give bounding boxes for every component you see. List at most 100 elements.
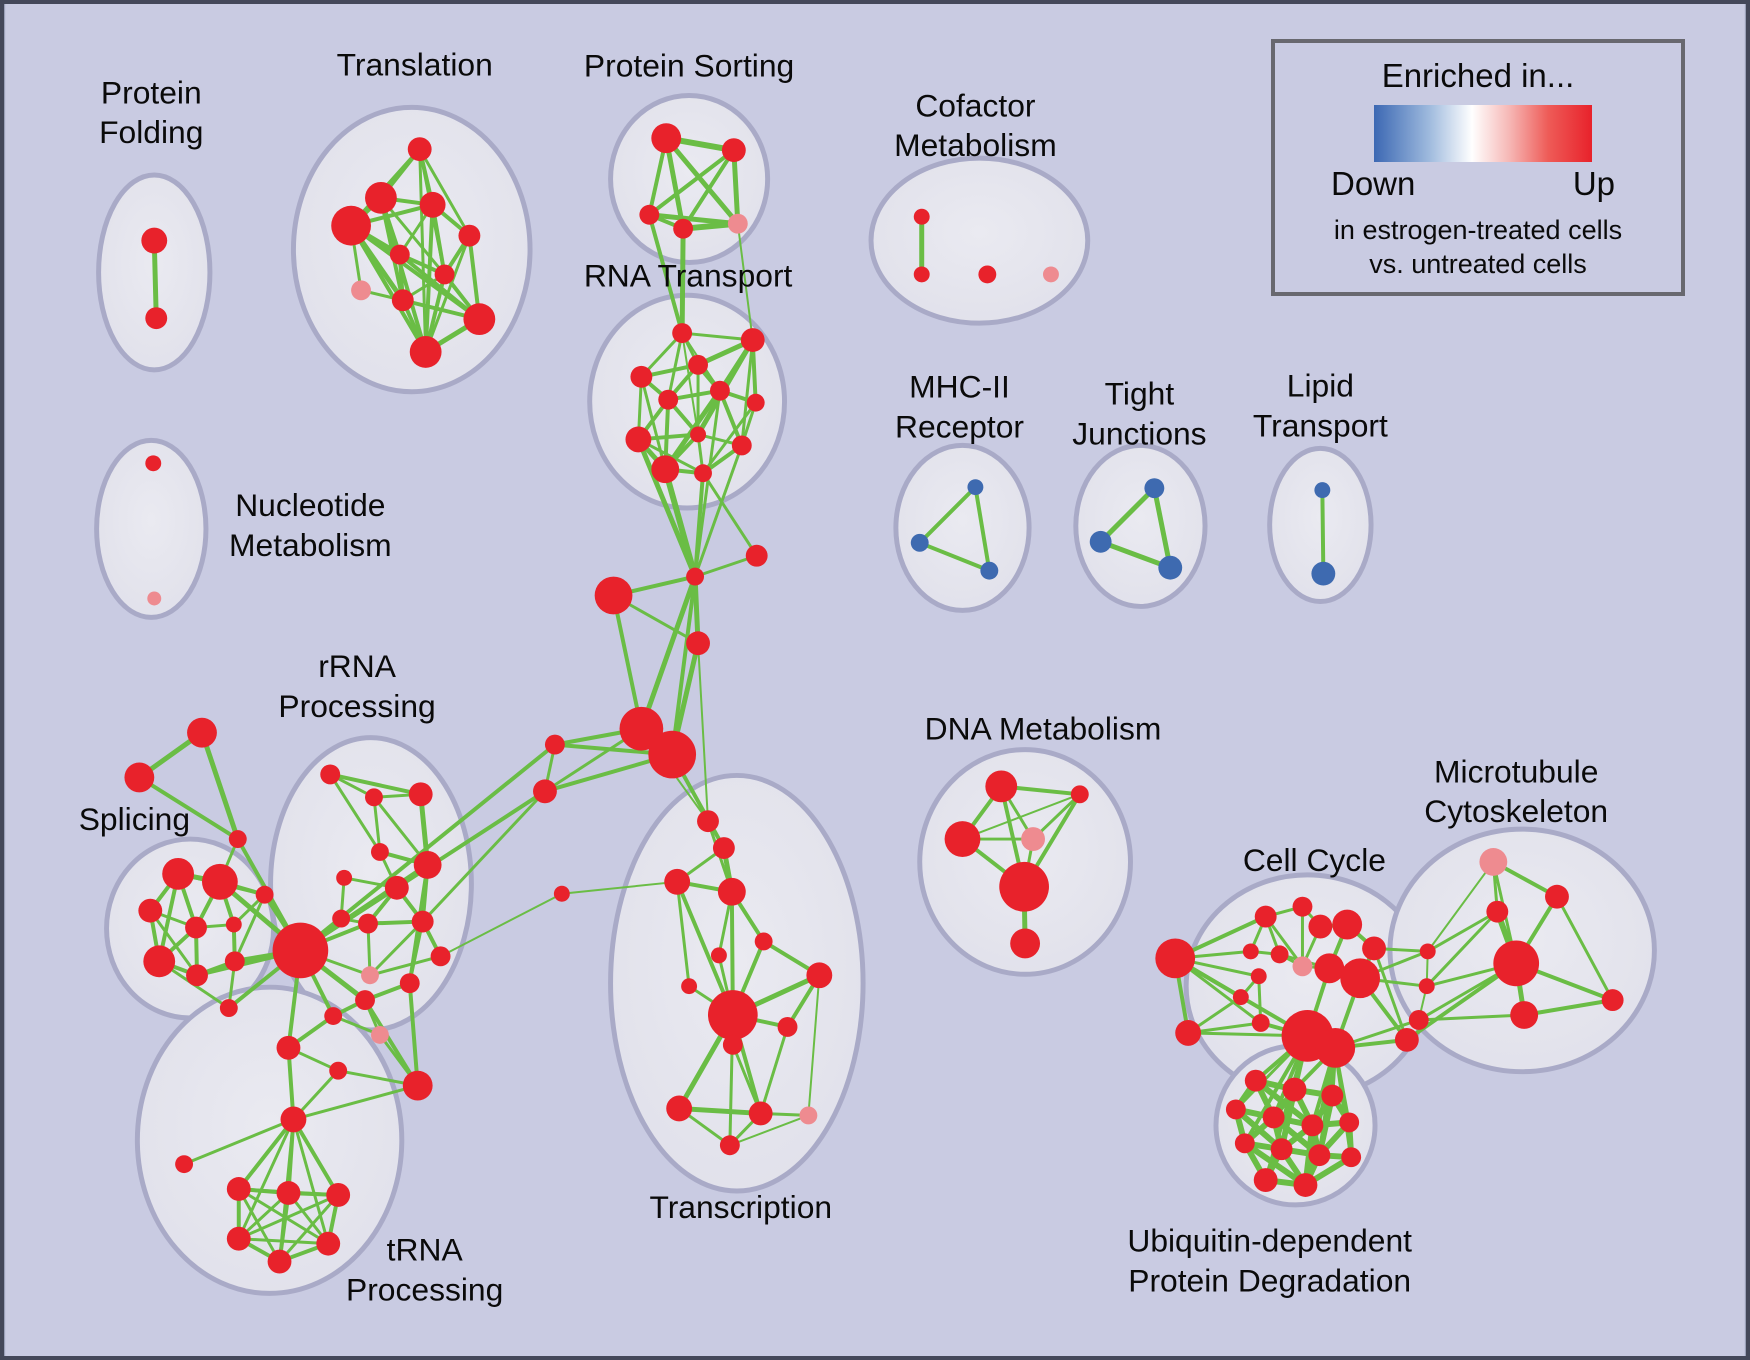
edge — [701, 401, 758, 475]
node-red — [1418, 978, 1435, 995]
node-red — [1314, 953, 1345, 984]
node-red — [688, 354, 708, 375]
node-red — [408, 782, 433, 807]
node-red — [1332, 909, 1363, 940]
edge — [679, 226, 686, 336]
legend-caption-line2: vs. untreated cells — [1369, 249, 1587, 279]
node-red — [712, 837, 735, 859]
node-red — [219, 999, 238, 1018]
node-red — [686, 567, 705, 586]
edge — [1098, 539, 1173, 571]
label-cofactor-metabolism: Cofactor Metabolism — [894, 87, 1057, 163]
node-red — [332, 909, 351, 928]
label-dna-metabolism: DNA Metabolism — [925, 711, 1162, 747]
node-red — [389, 244, 410, 265]
edge — [421, 789, 547, 924]
edge — [328, 772, 382, 854]
node-pink — [799, 1106, 818, 1125]
node-red — [355, 990, 375, 1011]
edge — [1426, 910, 1499, 953]
node-red — [1394, 1027, 1419, 1052]
node-red — [316, 1231, 341, 1256]
label-trna-processing: tRNA Processing — [346, 1232, 503, 1308]
node-red — [255, 885, 274, 904]
node-pink — [147, 591, 162, 606]
edge — [418, 147, 471, 238]
label-protein-folding: Protein Folding — [99, 74, 203, 150]
edge — [237, 1187, 282, 1264]
node-blue — [910, 533, 929, 552]
node-red — [672, 323, 693, 343]
edge — [681, 148, 736, 231]
edge — [693, 443, 744, 579]
node-red — [625, 426, 652, 453]
node-red — [999, 861, 1049, 912]
node-red — [1253, 1168, 1278, 1192]
edge — [1426, 860, 1495, 953]
cluster-mhc-ii-receptor — [893, 442, 1032, 613]
label-microtubule-cytoskeleton: Microtubule Cytoskeleton — [1424, 753, 1608, 829]
edge — [740, 338, 755, 447]
node-red — [1486, 900, 1509, 923]
edge — [961, 793, 1081, 841]
node-red — [1270, 1138, 1293, 1161]
edge — [728, 1114, 810, 1147]
node-red — [533, 779, 557, 804]
node-red — [1250, 968, 1267, 985]
legend: Enriched in... Down Up in estrogen-treat… — [1271, 39, 1685, 296]
node-red — [717, 877, 746, 906]
edge — [736, 222, 754, 342]
node-blue — [1311, 561, 1336, 586]
label-cell-cycle: Cell Cycle — [1243, 842, 1386, 878]
node-red — [630, 365, 653, 388]
node-red — [224, 951, 245, 972]
node-red — [413, 850, 442, 879]
node-red — [651, 455, 680, 484]
label-mhc-ii-receptor: MHC-II Receptor — [895, 369, 1024, 445]
edge — [199, 730, 241, 842]
edge — [349, 223, 428, 354]
edge — [236, 1117, 296, 1191]
edge — [1151, 485, 1173, 571]
node-red — [1308, 1144, 1331, 1167]
node-red — [1155, 938, 1196, 979]
node-red — [806, 962, 833, 989]
node-red — [978, 265, 997, 284]
label-rna-transport: RNA Transport — [584, 257, 793, 293]
edge — [407, 981, 420, 1088]
node-red — [430, 946, 451, 967]
edge — [439, 892, 563, 958]
node-red — [1362, 936, 1386, 961]
node-red — [697, 810, 719, 833]
node-pink — [1021, 827, 1045, 851]
edge — [233, 893, 267, 963]
node-red — [544, 734, 565, 755]
edge — [759, 1025, 790, 1115]
cluster-dna-metabolism — [917, 747, 1133, 977]
node-red — [329, 1061, 348, 1080]
edge — [917, 485, 978, 545]
edge — [368, 920, 425, 977]
edge — [182, 1117, 295, 1166]
edge — [237, 1117, 295, 1241]
node-red — [145, 307, 168, 330]
node-red — [746, 393, 765, 412]
node-red — [407, 137, 432, 162]
node-red — [1321, 1084, 1344, 1107]
edge — [670, 574, 698, 757]
node-red — [187, 717, 217, 748]
node-red — [370, 843, 389, 861]
cluster-cofactor-metabolism — [868, 155, 1091, 326]
node-red — [463, 303, 496, 336]
node-red — [138, 898, 163, 923]
node-red — [411, 910, 434, 933]
node-red — [1070, 785, 1089, 804]
node-red — [402, 1070, 433, 1101]
edge — [663, 135, 686, 232]
node-red — [594, 576, 633, 615]
node-red — [1339, 1112, 1360, 1133]
edge — [676, 1105, 764, 1116]
edge — [662, 466, 699, 580]
cluster-tight-junctions — [1073, 442, 1208, 609]
node-red — [709, 380, 730, 401]
